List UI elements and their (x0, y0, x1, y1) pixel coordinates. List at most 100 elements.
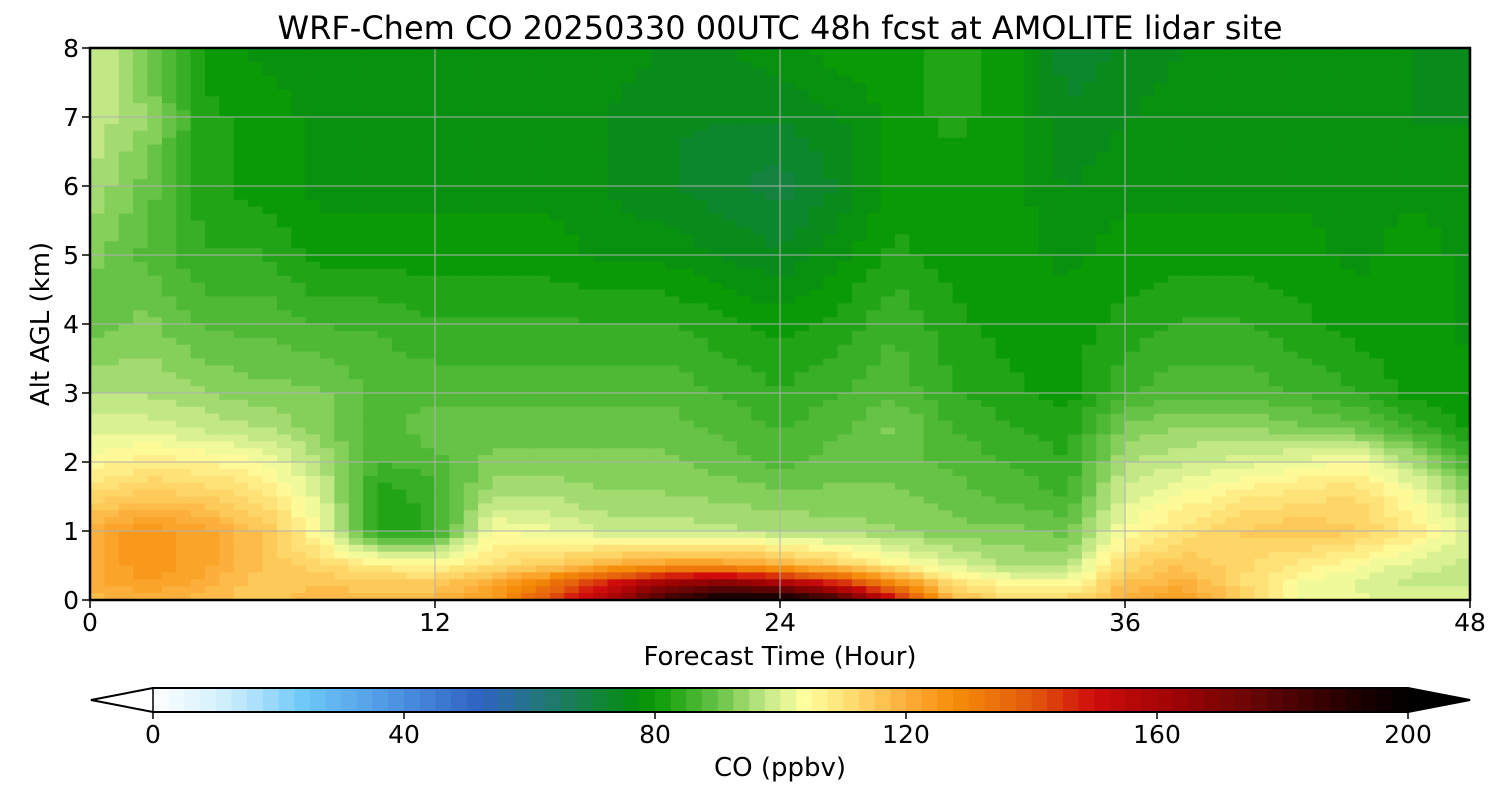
field-cell (995, 117, 1011, 125)
field-cell (320, 261, 335, 270)
field-cell (1211, 255, 1227, 263)
field-cell (751, 82, 767, 90)
field-cell (1081, 89, 1097, 97)
field-cell (1110, 268, 1126, 277)
field-cell (1297, 192, 1313, 201)
field-cell (1182, 165, 1198, 173)
field-cell (966, 393, 982, 401)
field-cell (161, 213, 177, 222)
field-cell (564, 268, 580, 277)
field-cell (1225, 172, 1241, 180)
field-cell (938, 393, 954, 401)
field-cell (981, 220, 997, 228)
field-cell (722, 324, 738, 332)
field-cell (147, 399, 163, 408)
field-cell (276, 61, 292, 70)
field-cell (262, 386, 278, 394)
field-cell (808, 96, 824, 104)
field-cell (966, 54, 982, 63)
field-cell (880, 234, 896, 242)
field-cell (995, 151, 1011, 159)
field-cell (233, 372, 249, 380)
field-cell (794, 282, 810, 291)
field-cell (1110, 179, 1126, 187)
field-cell (1426, 110, 1442, 118)
field-cell (334, 186, 350, 194)
field-cell (765, 234, 781, 242)
field-cell (1067, 165, 1083, 173)
field-cell (808, 199, 824, 208)
field-cell (1081, 158, 1097, 166)
field-cell (794, 89, 810, 97)
field-cell (190, 324, 206, 332)
field-cell (492, 393, 508, 401)
field-cell (492, 344, 508, 353)
field-cell (593, 96, 609, 104)
field-cell (621, 151, 637, 159)
field-cell (1412, 75, 1428, 84)
field-cell (391, 268, 407, 277)
field-cell (133, 358, 149, 366)
field-cell (650, 248, 666, 256)
field-cell (478, 68, 494, 77)
field-cell (176, 379, 192, 387)
field-cell (564, 199, 580, 208)
field-cell (1038, 386, 1054, 394)
field-cell (478, 96, 494, 104)
field-cell (406, 344, 422, 353)
field-cell (420, 310, 436, 318)
field-cell (995, 289, 1011, 297)
field-cell (1010, 117, 1025, 125)
field-cell (1283, 48, 1299, 56)
field-cell (880, 241, 896, 249)
field-cell (1455, 144, 1471, 153)
field-cell (736, 117, 752, 125)
field-cell (823, 151, 839, 159)
field-cell (1369, 89, 1385, 97)
field-cell (205, 130, 220, 139)
field-cell (535, 82, 551, 90)
field-cell (722, 117, 738, 125)
field-cell (564, 365, 580, 373)
field-cell (1268, 54, 1284, 63)
field-cell (1311, 68, 1327, 77)
field-cell (248, 337, 264, 346)
field-cell (478, 89, 494, 97)
field-cell (1383, 144, 1399, 153)
field-cell (291, 282, 307, 291)
field-cell (1168, 165, 1184, 173)
field-cell (1010, 234, 1025, 242)
field-cell (205, 393, 220, 401)
field-cell (1297, 255, 1313, 263)
field-cell (938, 48, 954, 56)
field-cell (1139, 386, 1155, 394)
field-cell (578, 310, 594, 318)
field-cell (463, 372, 479, 380)
field-cell (909, 48, 925, 56)
field-cell (348, 399, 364, 408)
field-cell (190, 123, 206, 132)
field-cell (794, 358, 810, 366)
field-cell (564, 89, 580, 97)
field-cell (348, 358, 364, 366)
field-cell (1254, 165, 1270, 173)
field-cell (219, 206, 235, 215)
field-cell (1211, 227, 1227, 235)
field-cell (693, 96, 709, 104)
field-cell (118, 130, 134, 139)
field-cell (219, 365, 235, 373)
field-cell (837, 261, 853, 270)
field-cell (550, 151, 565, 159)
field-cell (895, 96, 910, 104)
field-cell (880, 261, 896, 270)
field-cell (722, 110, 738, 118)
field-cell (1168, 82, 1184, 90)
field-cell (219, 282, 235, 291)
field-cell (391, 386, 407, 394)
field-cell (823, 206, 839, 215)
field-cell (449, 372, 465, 380)
field-cell (564, 330, 580, 339)
field-cell (219, 151, 235, 159)
field-cell (1067, 310, 1083, 318)
field-cell (1426, 199, 1442, 208)
